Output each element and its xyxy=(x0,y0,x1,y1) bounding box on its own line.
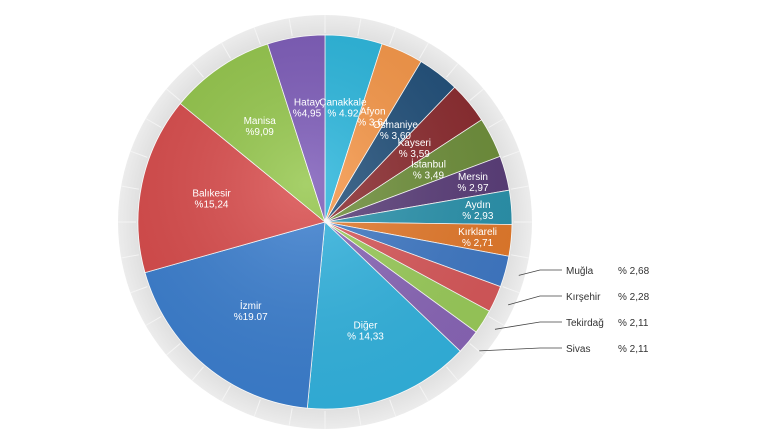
ring-tick xyxy=(145,118,162,128)
ring-tick xyxy=(130,150,148,158)
callout-value-tekirdag: % 2,11 xyxy=(618,318,649,329)
ring-tick xyxy=(488,316,505,326)
ring-tick xyxy=(130,286,148,294)
ring-tick xyxy=(191,63,204,78)
ring-tick xyxy=(288,408,293,426)
callout-name-kirsehir: Kırşehir xyxy=(566,292,601,303)
ring-tick xyxy=(221,42,231,59)
ring-tick xyxy=(253,27,261,45)
callout-line-kirsehir xyxy=(508,295,562,306)
slice-label-mersin: Mersin% 2,97 xyxy=(457,172,489,194)
slice-label-hatay: Hatay %4,95 xyxy=(293,97,322,119)
ring-tick xyxy=(446,366,459,381)
ring-tick xyxy=(502,150,520,158)
callout-line-tekirdag xyxy=(494,321,562,330)
ring-tick xyxy=(419,385,429,402)
callout-line-mugla xyxy=(518,269,562,276)
ring-tick xyxy=(469,88,484,101)
ring-tick xyxy=(253,399,261,417)
ring-tick xyxy=(357,18,362,36)
slice-label-izmir: İzmir %19.07 xyxy=(234,299,268,323)
ring-tick xyxy=(389,27,397,45)
ring-tick xyxy=(469,343,484,356)
slice-label-balikesir: Balıkesir %15,24 xyxy=(192,188,231,210)
ring-tick xyxy=(357,408,362,426)
slice-label-canakkale: Çanakkale% 4.92 xyxy=(319,97,367,119)
slice-label-aydin: Aydın% 2,93 xyxy=(462,200,494,222)
ring-tick xyxy=(166,343,181,356)
ring-tick xyxy=(389,399,397,417)
ring-tick xyxy=(145,316,162,326)
ring-tick xyxy=(419,42,429,59)
ring-tick xyxy=(166,88,181,101)
ring-tick xyxy=(488,118,505,128)
ring-tick xyxy=(121,185,139,190)
slice-label-diger: Diğer% 14,33 xyxy=(347,321,384,343)
callout-value-kirsehir: % 2,28 xyxy=(618,292,650,303)
ring-tick xyxy=(221,385,231,402)
callout-line-sivas xyxy=(479,347,562,352)
callout-value-mugla: % 2,68 xyxy=(618,266,650,277)
ring-tick xyxy=(446,63,459,78)
slice-label-afyon: Afyon% 3.64 xyxy=(357,106,389,128)
ring-tick xyxy=(191,366,204,381)
ring-tick xyxy=(511,254,529,259)
slice-label-kirklareli: Kırklareli% 2,71 xyxy=(458,227,497,249)
ring-tick xyxy=(511,185,529,190)
callout-name-mugla: Muğla xyxy=(566,266,594,277)
slice-label-osmaniye: Osmaniye% 3,60 xyxy=(373,120,418,142)
slice-label-kayseri: Kayseri% 3,59 xyxy=(398,138,431,160)
slice-label-manisa: Manisa %9,09 xyxy=(244,116,277,138)
slice-label-istanbul: İstanbul% 3,49 xyxy=(411,158,446,182)
ring-tick xyxy=(121,254,139,259)
callout-name-tekirdag: Tekirdağ xyxy=(566,318,604,329)
callout-value-sivas: % 2,11 xyxy=(618,344,649,355)
callout-name-sivas: Sivas xyxy=(566,344,590,355)
ring-tick xyxy=(502,286,520,294)
ring-tick xyxy=(288,18,293,36)
